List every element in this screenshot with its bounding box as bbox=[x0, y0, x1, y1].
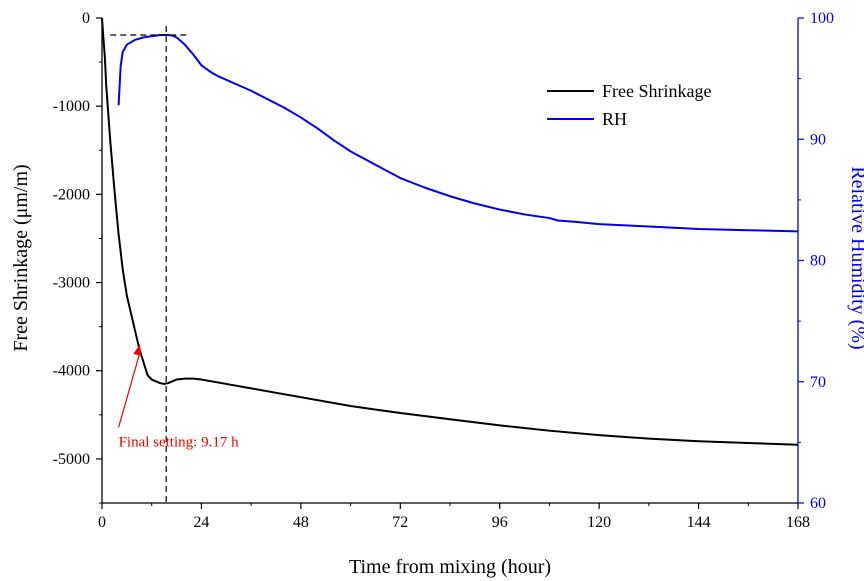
left-y-tick-label: -3000 bbox=[53, 275, 90, 292]
x-tick-label: 144 bbox=[687, 514, 711, 531]
right-y-tick-label: 80 bbox=[810, 253, 826, 270]
annotation-label: Final setting: 9.17 h bbox=[119, 434, 240, 450]
left-y-tick-label: -4000 bbox=[53, 363, 90, 380]
series-group bbox=[101, 17, 799, 446]
legend-label-rh: RH bbox=[602, 109, 627, 129]
right-y-tick-label: 90 bbox=[810, 131, 826, 148]
left-y-tick-label: -2000 bbox=[53, 186, 90, 203]
x-tick-label: 96 bbox=[492, 514, 508, 531]
left-y-tick-label: -5000 bbox=[53, 451, 90, 468]
x-tick-label: 24 bbox=[193, 514, 209, 531]
annotation-arrow-head bbox=[133, 344, 142, 356]
left-y-tick-label: 0 bbox=[82, 10, 90, 27]
x-tick-label: 72 bbox=[392, 514, 408, 531]
left-y-axis-ticks: 0 -1000 -2000 -3000 -4000 -5000 bbox=[53, 10, 102, 504]
x-tick-label: 48 bbox=[293, 514, 309, 531]
right-y-tick-label: 70 bbox=[810, 374, 826, 391]
right-y-axis-ticks: 100 90 80 70 60 bbox=[798, 10, 834, 512]
right-y-axis-label: Relative Humidity (%) bbox=[847, 166, 864, 349]
right-y-tick-label: 100 bbox=[810, 10, 834, 27]
x-tick-label: 168 bbox=[786, 514, 810, 531]
annotation-group: Final setting: 9.17 h bbox=[117, 344, 240, 450]
guides-group bbox=[110, 26, 189, 503]
annotation-arrow-line bbox=[117, 352, 141, 428]
free-shrinkage-line bbox=[101, 17, 799, 446]
left-y-tick-label: -1000 bbox=[53, 98, 90, 115]
rh-line bbox=[117, 33, 799, 233]
x-axis-ticks: 0 24 48 72 96 120 144 168 bbox=[98, 503, 810, 531]
legend: Free Shrinkage RH bbox=[547, 81, 711, 129]
x-axis-label: Time from mixing (hour) bbox=[349, 556, 551, 578]
x-tick-label: 0 bbox=[98, 514, 106, 531]
x-tick-label: 120 bbox=[587, 514, 611, 531]
left-y-axis-label: Free Shrinkage (μm/m) bbox=[10, 164, 32, 351]
legend-label-free-shrinkage: Free Shrinkage bbox=[602, 81, 711, 101]
right-y-tick-label: 60 bbox=[810, 495, 826, 512]
